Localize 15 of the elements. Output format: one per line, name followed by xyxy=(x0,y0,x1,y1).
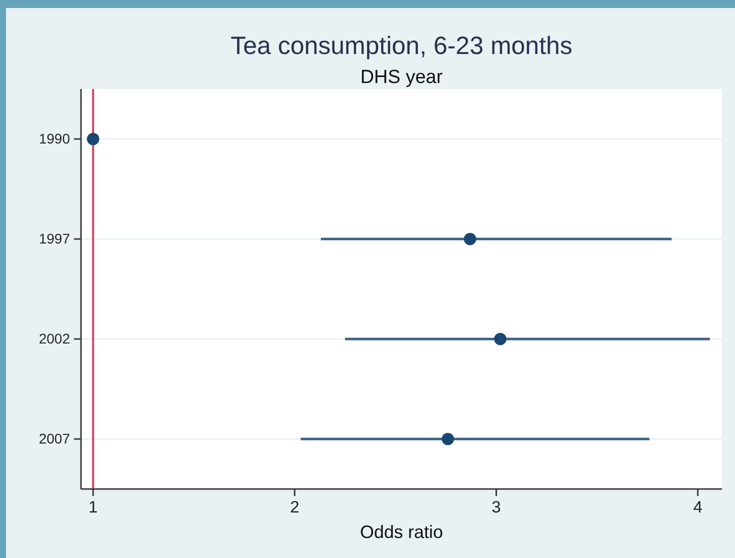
y-tick-label: 2002 xyxy=(38,330,70,346)
chart-title: Tea consumption, 6-23 months xyxy=(230,32,572,60)
x-axis-title: Odds ratio xyxy=(360,522,444,542)
chart-subtitle: DHS year xyxy=(360,67,444,88)
x-tick-label: 2 xyxy=(290,498,300,517)
point xyxy=(494,332,506,346)
point xyxy=(442,432,454,446)
x-tick-label: 1 xyxy=(88,498,98,517)
x-tick-label: 3 xyxy=(492,498,501,517)
point xyxy=(86,132,100,146)
y-tick-label: 1990 xyxy=(38,130,70,146)
y-tick-label: 2007 xyxy=(38,430,70,446)
y-tick-label: 1997 xyxy=(38,230,70,246)
point xyxy=(464,232,476,246)
x-tick-label: 4 xyxy=(693,498,702,517)
